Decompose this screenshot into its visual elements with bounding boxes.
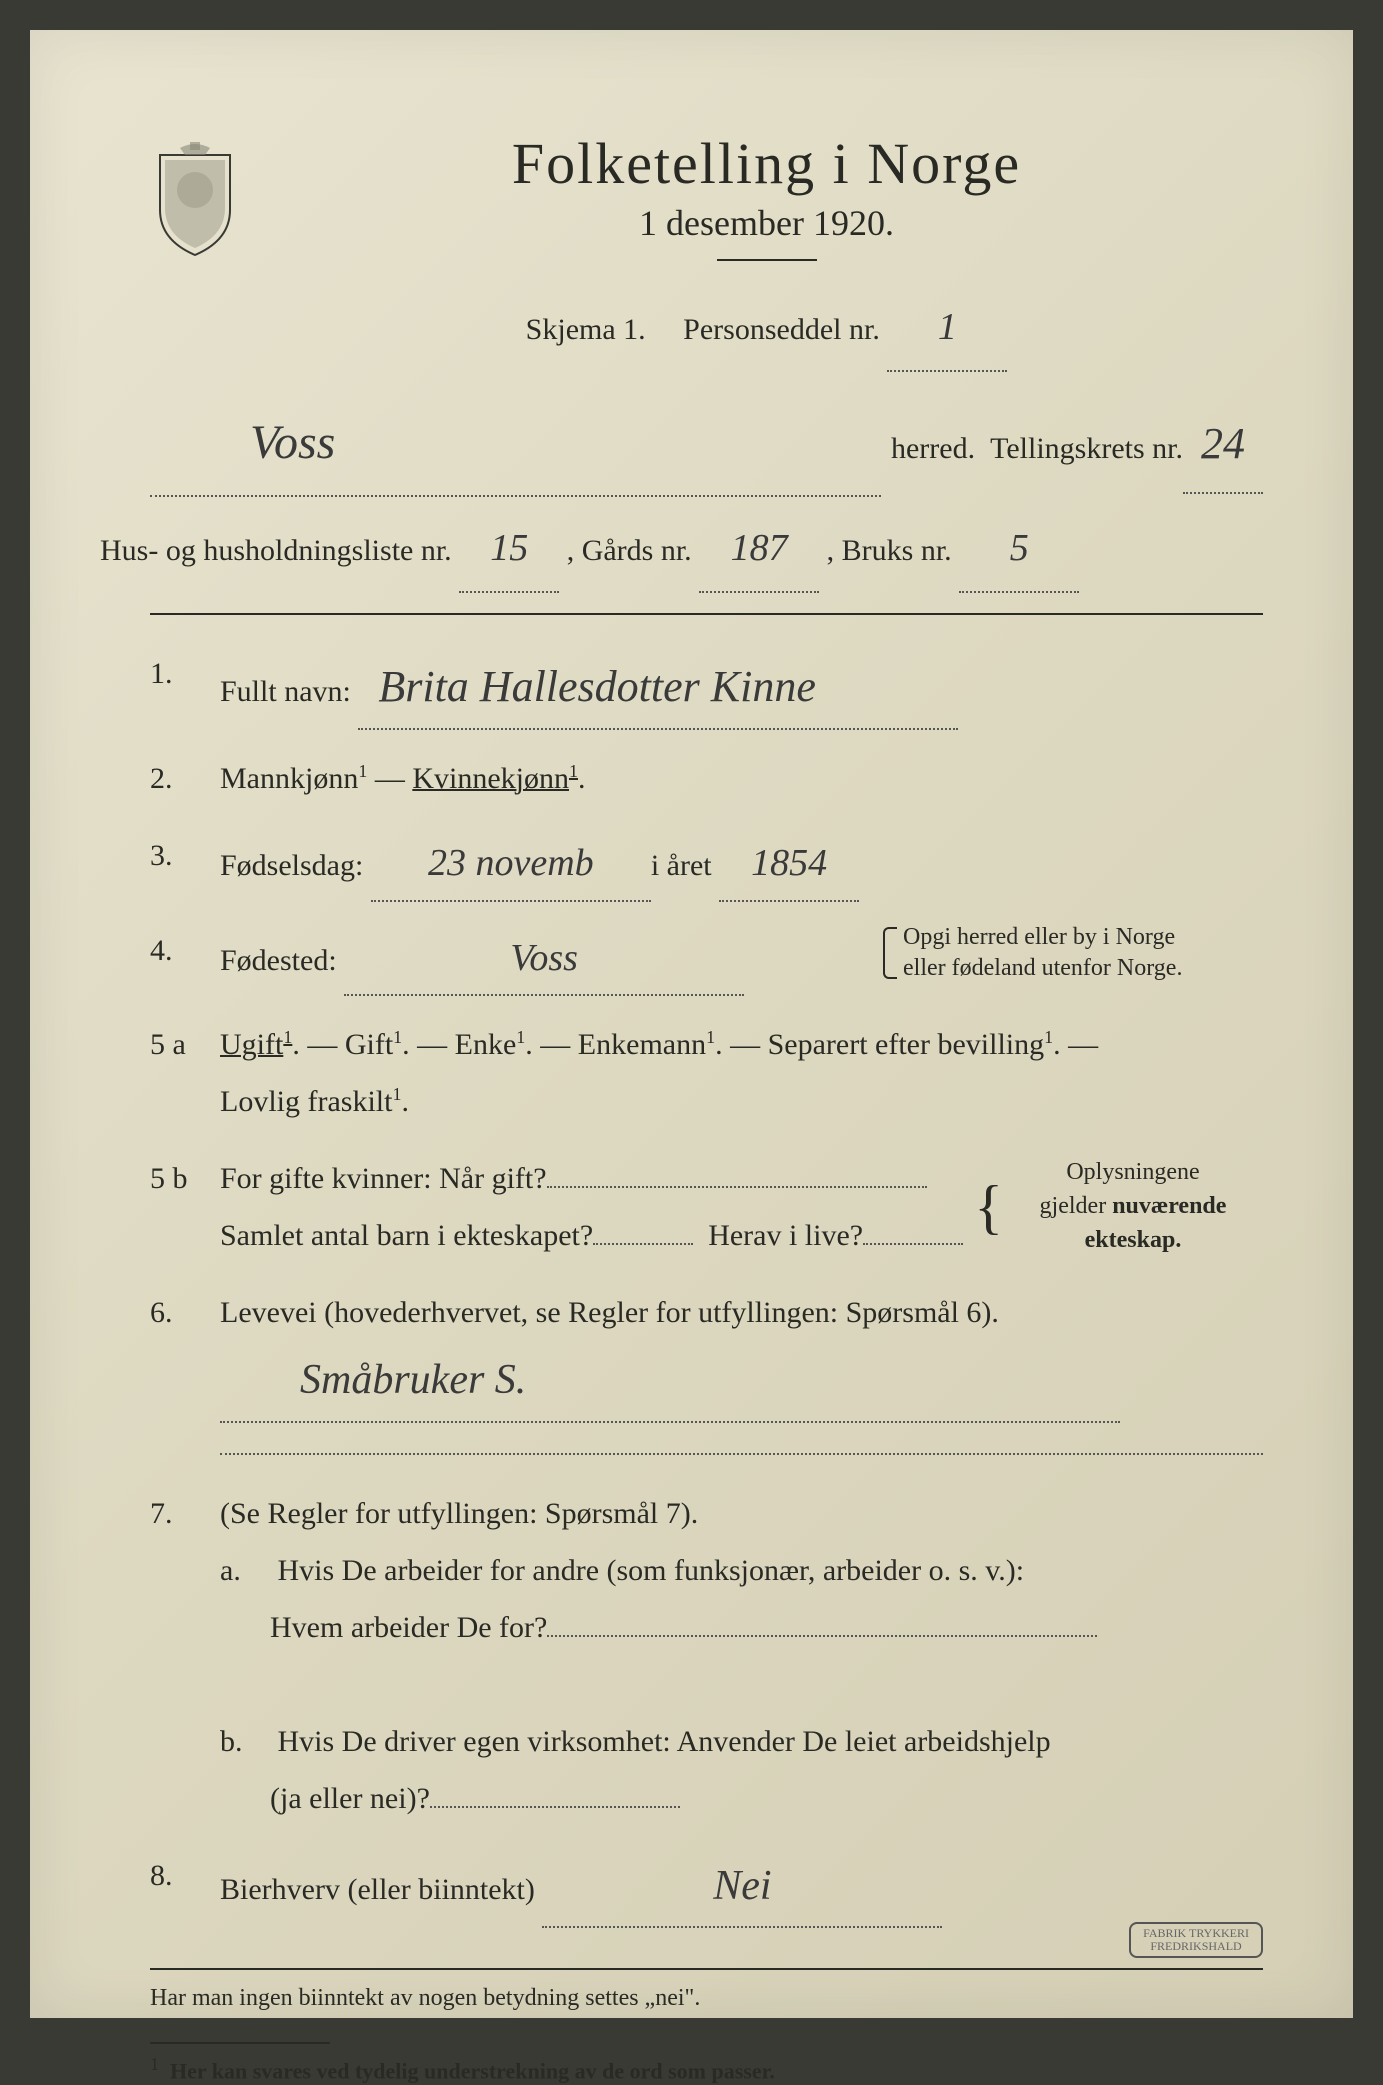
herred-row: Voss herred. Tellingskrets nr. 24 (150, 390, 1263, 498)
q3-day: 23 novemb (428, 827, 594, 899)
husliste-nr: 15 (490, 507, 528, 591)
q5b-label1: For gifte kvinner: Når gift? (220, 1162, 547, 1195)
husliste-row: Hus- og husholdningsliste nr. 15 , Gårds… (100, 507, 1263, 593)
q5a-separert: Separert efter bevilling (768, 1028, 1045, 1061)
subtitle-date: 1 desember 1920. (270, 202, 1263, 244)
q8-value: Nei (713, 1847, 771, 1927)
footnote-text: Her kan svares ved tydelig understreknin… (170, 2059, 775, 2084)
q2-period: . (578, 762, 586, 795)
q5b-label3: Herav i live? (708, 1219, 863, 1252)
q5a-gift: Gift (345, 1028, 393, 1061)
q8-num: 8. (150, 1847, 220, 1929)
skjema-line: Skjema 1. Personseddel nr. 1 (270, 286, 1263, 372)
q5b-num: 5 b (150, 1150, 220, 1264)
stamp-line2: FREDRIKSHALD (1150, 1939, 1241, 1953)
q5a: 5 a Ugift1. — Gift1. — Enke1. — Enkemann… (150, 1016, 1263, 1130)
q7b-label2: (ja eller nei)? (220, 1782, 430, 1815)
q7: 7. (Se Regler for utfyllingen: Spørsmål … (150, 1485, 1263, 1827)
q5b-note2: gjelder (1040, 1193, 1113, 1219)
q8-label: Bierhverv (eller biinntekt) (220, 1873, 535, 1906)
q5a-fraskilt: Lovlig fraskilt (220, 1085, 392, 1118)
q2-dash: — (367, 762, 412, 795)
divider (717, 259, 817, 261)
footer-note1: Har man ingen biinntekt av nogen betydni… (150, 1985, 700, 2011)
q2-mann: Mannkjønn (220, 762, 358, 795)
footer-note: Har man ingen biinntekt av nogen betydni… (150, 1968, 1263, 2012)
q7a-label2: Hvem arbeider De for? (220, 1611, 547, 1644)
q5b: 5 b For gifte kvinner: Når gift? Samlet … (150, 1150, 1263, 1264)
q2-kvinne: Kvinnekjønn (412, 762, 569, 795)
q4: 4. Fødested: Voss Opgi herred eller by i… (150, 922, 1263, 996)
bruks-label: , Bruks nr. (827, 534, 952, 567)
q2: 2. Mannkjønn1 — Kvinnekjønn1. (150, 750, 1263, 807)
q7-label: (Se Regler for utfyllingen: Spørsmål 7). (220, 1497, 698, 1530)
q3-year: 1854 (751, 827, 827, 899)
q5a-enke: Enke (455, 1028, 517, 1061)
skjema-label: Skjema 1. (526, 313, 646, 346)
tellingskrets-nr: 24 (1201, 396, 1245, 493)
bruks-nr: 5 (1010, 507, 1029, 591)
q2-num: 2. (150, 750, 220, 807)
footnote: 1 Her kan svares ved tydelig understrekn… (150, 2054, 1263, 2084)
q3-year-label: i året (651, 849, 712, 882)
q2-sup1: 1 (358, 761, 367, 781)
q6: 6. Levevei (hovederhvervet, se Regler fo… (150, 1284, 1263, 1423)
title-block: Folketelling i Norge 1 desember 1920. Sk… (270, 130, 1263, 380)
q2-sup2: 1 (569, 761, 578, 781)
herred-value: Voss (250, 390, 335, 496)
q1: 1. Fullt navn: Brita Hallesdotter Kinne (150, 645, 1263, 731)
q1-label: Fullt navn: (220, 675, 351, 708)
footnote-num: 1 (150, 2054, 159, 2074)
q4-note2: eller fødeland utenfor Norge. (903, 955, 1182, 981)
gards-nr: 187 (731, 507, 788, 591)
q5a-enkemann: Enkemann (578, 1028, 706, 1061)
tellingskrets-label: Tellingskrets nr. (990, 416, 1183, 482)
q5b-note2b: nuværende (1112, 1193, 1226, 1219)
q7a-label1: Hvis De arbeider for andre (som funksjon… (278, 1554, 1025, 1587)
q4-num: 4. (150, 922, 220, 996)
q4-note1: Opgi herred eller by i Norge (903, 924, 1175, 950)
dotted-line (220, 1453, 1263, 1455)
q5b-note3: ekteskap. (1085, 1227, 1182, 1253)
header: Folketelling i Norge 1 desember 1920. Sk… (150, 130, 1263, 380)
coat-of-arms-icon (150, 140, 240, 260)
q5b-note: Oplysningene gjelder nuværende ekteskap. (1003, 1156, 1263, 1257)
q4-note: Opgi herred eller by i Norge eller fødel… (883, 922, 1263, 984)
q1-value: Brita Hallesdotter Kinne (378, 645, 816, 729)
q4-label: Fødested: (220, 944, 337, 977)
q5a-ugift: Ugift (220, 1028, 283, 1061)
q5b-note1: Oplysningene (1066, 1159, 1199, 1185)
printer-stamp: FABRIK TRYKKERI FREDRIKSHALD (1129, 1922, 1263, 1958)
stamp-line1: FABRIK TRYKKERI (1143, 1926, 1249, 1940)
q7b-letter: b. (220, 1713, 270, 1770)
q3: 3. Fødselsdag: 23 novemb i året 1854 (150, 827, 1263, 901)
q5b-label2: Samlet antal barn i ekteskapet? (220, 1219, 593, 1252)
q3-label: Fødselsdag: (220, 849, 363, 882)
separator-line (150, 613, 1263, 615)
q3-num: 3. (150, 827, 220, 901)
q1-num: 1. (150, 645, 220, 731)
q6-value: Småbruker S. (300, 1341, 526, 1421)
q7a-letter: a. (220, 1542, 270, 1599)
herred-label: herred. (891, 416, 975, 482)
census-form-page: Folketelling i Norge 1 desember 1920. Sk… (30, 30, 1353, 2018)
footnote-separator (150, 2042, 330, 2044)
q7b-label1: Hvis De driver egen virksomhet: Anvender… (278, 1725, 1051, 1758)
q8: 8. Bierhverv (eller biinntekt) Nei (150, 1847, 1263, 1929)
brace-icon: { (974, 1177, 1003, 1237)
q5a-num: 5 a (150, 1016, 220, 1130)
main-title: Folketelling i Norge (270, 130, 1263, 197)
gards-label: , Gårds nr. (567, 534, 692, 567)
q6-num: 6. (150, 1284, 220, 1423)
q7-num: 7. (150, 1485, 220, 1827)
personseddel-label: Personseddel nr. (683, 313, 880, 346)
q6-label: Levevei (hovederhvervet, se Regler for u… (220, 1296, 999, 1329)
husliste-label: Hus- og husholdningsliste nr. (100, 534, 452, 567)
q4-value: Voss (510, 922, 578, 994)
personseddel-nr: 1 (938, 286, 957, 370)
